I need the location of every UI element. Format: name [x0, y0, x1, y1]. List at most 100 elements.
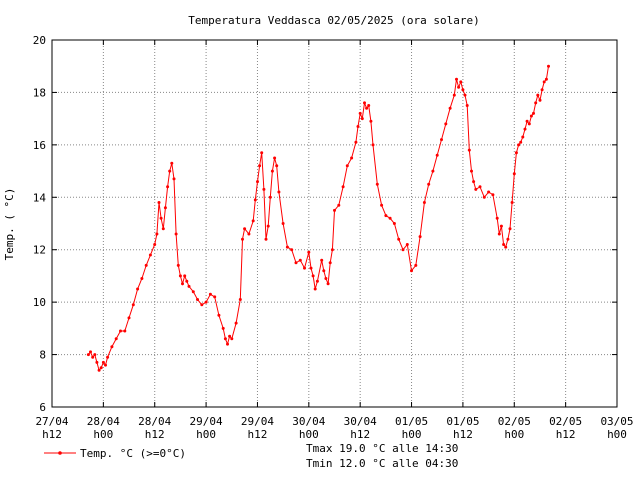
data-point [345, 164, 349, 168]
x-tick-label: h12 [248, 428, 268, 441]
data-point [174, 232, 178, 236]
data-point [499, 224, 503, 228]
data-point [303, 266, 306, 270]
y-tick-label: 10 [33, 296, 46, 309]
y-tick-label: 16 [33, 139, 46, 152]
data-point [183, 274, 187, 278]
data-point [307, 250, 311, 254]
data-point [337, 203, 341, 207]
data-point [435, 153, 439, 157]
data-point [268, 195, 272, 199]
data-point [538, 98, 542, 102]
data-point [418, 235, 422, 239]
x-tick-label: h12 [145, 428, 165, 441]
data-point [525, 119, 529, 123]
data-point [491, 193, 495, 197]
data-point [474, 187, 478, 191]
chart-title: Temperatura Veddasca 02/05/2025 (ora sol… [188, 14, 479, 27]
data-point [457, 85, 461, 89]
legend-label: Temp. °C (>=0°C) [80, 447, 186, 460]
data-point [127, 316, 131, 320]
data-point [258, 164, 262, 168]
data-point [363, 101, 366, 105]
data-point [514, 151, 518, 155]
x-tick-label: h00 [504, 428, 524, 441]
data-point [459, 80, 463, 84]
data-point [226, 342, 229, 346]
data-point [86, 353, 90, 357]
data-point [311, 274, 315, 278]
data-point [461, 88, 465, 92]
data-point [534, 101, 538, 105]
legend: Temp. °C (>=0°C) [44, 447, 186, 460]
data-point [110, 345, 114, 349]
x-tick-label: h00 [196, 428, 216, 441]
data-point [467, 148, 471, 152]
data-point [166, 185, 170, 189]
data-point [322, 269, 326, 273]
data-point [487, 190, 491, 194]
annotation-tmax: Tmax 19.0 °C alle 14:30 [306, 442, 458, 455]
data-point [101, 360, 105, 364]
x-tick-label: 03/05 [600, 415, 633, 428]
data-point [191, 290, 195, 294]
data-point [213, 295, 217, 299]
data-point [196, 298, 199, 301]
data-point [114, 337, 118, 341]
data-point [148, 253, 152, 257]
x-tick-label: h00 [607, 428, 627, 441]
data-point [326, 282, 330, 286]
y-tick-label: 6 [39, 401, 46, 414]
grid [52, 40, 617, 407]
data-point [375, 182, 379, 186]
data-point [315, 279, 319, 283]
y-tick-labels: 6 8 10 12 14 16 18 20 [33, 34, 47, 414]
y-axis-label: Temp. ( °C) [3, 188, 16, 261]
data-point [217, 313, 221, 317]
data-point [369, 119, 373, 123]
data-point [281, 222, 285, 225]
data-point [455, 77, 458, 81]
x-tick-label: 30/04 [344, 415, 377, 428]
data-point [163, 206, 167, 210]
x-tick-labels: 27/04h1228/04h0028/04h1229/04h0029/04h12… [35, 415, 633, 441]
data-point [510, 201, 514, 204]
data-point [506, 237, 510, 241]
data-point [547, 64, 550, 68]
data-point [465, 104, 469, 107]
data-point [221, 326, 225, 330]
data-point [238, 298, 242, 301]
data-point [508, 227, 512, 231]
data-point [405, 243, 409, 246]
data-point [422, 201, 426, 204]
axes [51, 39, 618, 408]
data-point [170, 161, 174, 165]
data-point [431, 169, 435, 173]
data-point [497, 232, 501, 236]
data-point [95, 360, 99, 364]
data-point [414, 263, 418, 267]
data-point [208, 292, 212, 296]
data-point [519, 140, 523, 144]
data-point [185, 279, 189, 283]
x-tick-label: h00 [93, 428, 113, 441]
data-point [251, 219, 255, 223]
series-temperature [86, 64, 550, 372]
data-point [521, 135, 525, 139]
data-point [380, 203, 384, 207]
data-point [161, 227, 165, 231]
x-tick-label: 28/04 [138, 415, 171, 428]
data-point [119, 329, 122, 333]
x-tick-label: h12 [453, 428, 473, 441]
legend-marker [58, 451, 62, 455]
data-point [328, 261, 332, 265]
y-tick-label: 8 [39, 349, 46, 362]
x-tick-label: h12 [556, 428, 576, 441]
data-point [266, 224, 270, 228]
data-point [392, 222, 396, 225]
data-point [256, 180, 259, 184]
data-point [410, 269, 413, 273]
y-tick-label: 18 [33, 86, 46, 99]
data-point [504, 245, 508, 249]
